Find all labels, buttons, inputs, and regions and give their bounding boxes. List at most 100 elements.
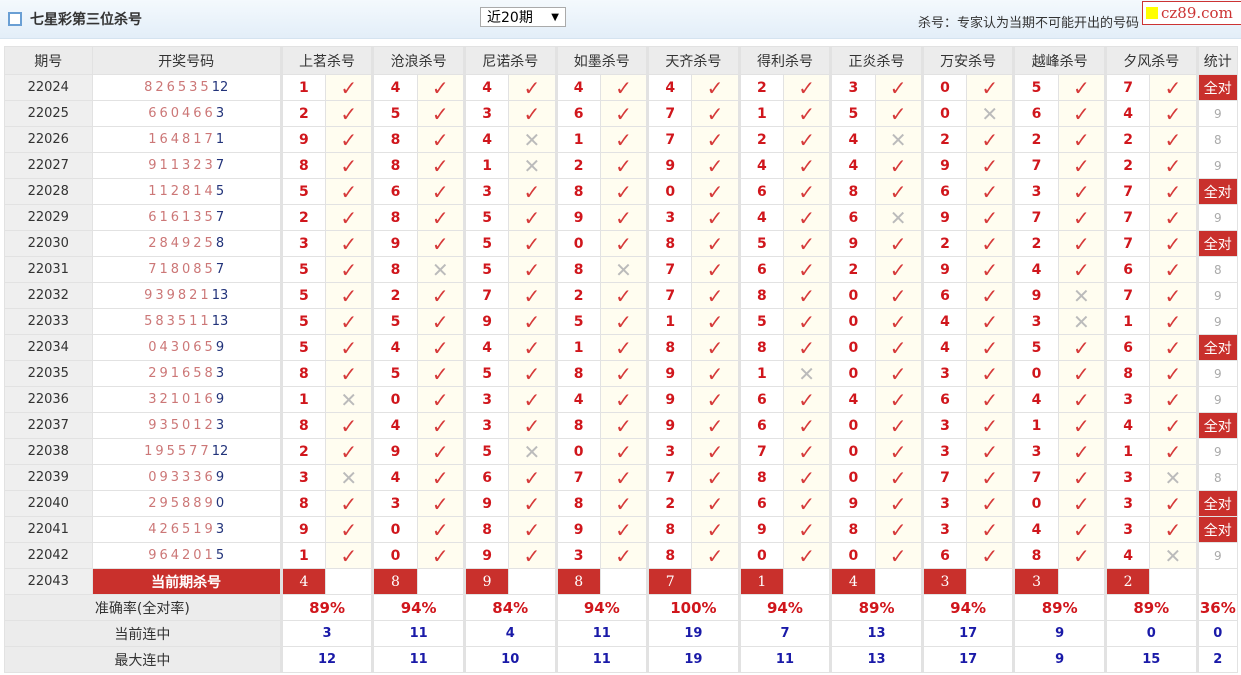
brand-logo[interactable]: cz89.com <box>1142 1 1241 25</box>
kill-number-cell: 1 <box>279 74 327 101</box>
check-icon: ✓ <box>966 282 1015 309</box>
kill-number-cell: 0 <box>829 438 876 465</box>
kill-number-cell: 8 <box>279 490 327 517</box>
kill-number-cell: 7 <box>1103 230 1151 257</box>
check-icon: ✓ <box>1149 74 1198 101</box>
kill-number-cell: 5 <box>279 282 327 309</box>
draw-numbers-cell: 9113237 <box>91 152 282 179</box>
draw-digits: 718085 <box>148 262 216 277</box>
empty-cell <box>782 568 832 595</box>
kill-number-cell: 4 <box>737 204 784 231</box>
summary-value: 94% <box>371 594 465 621</box>
kill-number-cell: 1 <box>737 100 784 127</box>
kill-number-cell: 7 <box>1103 204 1151 231</box>
check-icon: ✓ <box>325 438 374 465</box>
summary-value: 12 <box>279 646 374 673</box>
summary-value: 94% <box>737 594 832 621</box>
check-icon: ✓ <box>1149 490 1198 517</box>
current-kill-number: 3 <box>1012 568 1059 595</box>
kill-number-cell: 9 <box>462 308 510 335</box>
check-icon: ✓ <box>1057 230 1106 257</box>
summary-value: 0 <box>1103 620 1198 647</box>
check-icon: ✓ <box>416 282 465 309</box>
kill-number-cell: 1 <box>554 126 601 153</box>
summary-value: 84% <box>462 594 557 621</box>
kill-number-cell: 2 <box>829 256 876 283</box>
kill-number-cell: 4 <box>920 334 968 361</box>
kill-number-cell: 9 <box>554 516 601 543</box>
column-header-expert: 正炎杀号 <box>829 46 923 75</box>
check-icon: ✓ <box>508 360 557 387</box>
summary-row: 准确率(全对率) 89% 94% 84% 94% 100% 94% 89% 94% 89% 89% 3… <box>4 594 1239 621</box>
current-kill-label: 当前期杀号 <box>91 568 282 595</box>
draw-digits: 826535 <box>144 80 212 95</box>
kill-number-cell: 0 <box>371 516 418 543</box>
check-icon: ✓ <box>325 516 374 543</box>
kill-number-cell: 7 <box>1012 464 1059 491</box>
kill-number-cell: 3 <box>920 438 968 465</box>
kill-number-note: 杀号：专家认为当期不可能开出的号码 <box>918 16 1140 31</box>
check-icon: ✓ <box>599 152 649 179</box>
cross-icon: ✕ <box>508 438 557 465</box>
kill-number-cell: 7 <box>646 256 693 283</box>
kill-number-cell: 0 <box>829 360 876 387</box>
stat-cell: 9 <box>1195 100 1239 127</box>
empty-cell <box>325 568 374 595</box>
draw-extra-number: 9 <box>215 392 225 407</box>
check-icon: ✓ <box>416 386 465 413</box>
draw-numbers-cell: 9350123 <box>91 412 282 439</box>
summary-value: 19 <box>646 620 740 647</box>
kill-number-cell: 4 <box>371 334 418 361</box>
table-row: 22042 9642015 1 ✓ 0 ✓ 9 ✓ 3 ✓ 8 ✓ 0 ✓ 0 ✓ 6 ✓ 8 ✓ 4 ✕ 9 <box>4 542 1239 569</box>
check-icon: ✓ <box>1057 386 1106 413</box>
header-bar: 七星彩第三位杀号 近20期 ▼ 杀号：专家认为当期不可能开出的号码 cz89.co… <box>0 0 1241 39</box>
check-icon: ✓ <box>508 308 557 335</box>
kill-number-cell: 3 <box>554 542 601 569</box>
kill-number-cell: 8 <box>646 542 693 569</box>
draw-numbers-cell: 3210169 <box>91 386 282 413</box>
kill-number-cell: 8 <box>646 230 693 257</box>
draw-digits: 911323 <box>148 158 216 173</box>
current-kill-number: 4 <box>279 568 327 595</box>
kill-number-cell: 3 <box>462 100 510 127</box>
current-kill-number: 2 <box>1103 568 1151 595</box>
kill-number-cell: 9 <box>1012 282 1059 309</box>
range-select[interactable]: 近20期 ▼ <box>480 7 566 27</box>
dropdown-arrow-icon: ▼ <box>551 11 559 23</box>
kill-number-cell: 3 <box>1012 308 1059 335</box>
check-icon: ✓ <box>966 490 1015 517</box>
kill-number-cell: 7 <box>1012 204 1059 231</box>
kill-number-cell: 8 <box>371 256 418 283</box>
summary-value: 89% <box>1103 594 1198 621</box>
kill-number-cell: 7 <box>1103 178 1151 205</box>
kill-number-cell: 5 <box>737 308 784 335</box>
draw-extra-number: 1 <box>215 132 225 147</box>
check-icon: ✓ <box>1149 126 1198 153</box>
check-icon: ✓ <box>508 412 557 439</box>
check-icon: ✓ <box>1057 74 1106 101</box>
kill-number-cell: 4 <box>554 386 601 413</box>
stat-cell: 全对 <box>1195 178 1239 205</box>
check-icon: ✓ <box>874 542 923 569</box>
kill-number-cell: 9 <box>920 256 968 283</box>
check-icon: ✓ <box>782 100 832 127</box>
kill-number-cell: 3 <box>1103 464 1151 491</box>
kill-number-cell: 8 <box>462 516 510 543</box>
kill-number-cell: 4 <box>1103 412 1151 439</box>
check-icon: ✓ <box>691 438 740 465</box>
summary-value: 89% <box>829 594 923 621</box>
summary-value: 89% <box>279 594 374 621</box>
kill-number-cell: 6 <box>920 178 968 205</box>
check-icon: ✓ <box>599 334 649 361</box>
draw-numbers-cell: 1128145 <box>91 178 282 205</box>
period-cell: 22042 <box>4 542 93 569</box>
check-icon: ✓ <box>782 126 832 153</box>
kill-number-cell: 0 <box>1012 490 1059 517</box>
period-cell: 22028 <box>4 178 93 205</box>
check-icon: ✓ <box>599 412 649 439</box>
check-icon: ✓ <box>1149 516 1198 543</box>
kill-number-cell: 0 <box>920 74 968 101</box>
check-icon: ✓ <box>508 204 557 231</box>
kill-number-cell: 2 <box>646 490 693 517</box>
check-icon: ✓ <box>1149 438 1198 465</box>
